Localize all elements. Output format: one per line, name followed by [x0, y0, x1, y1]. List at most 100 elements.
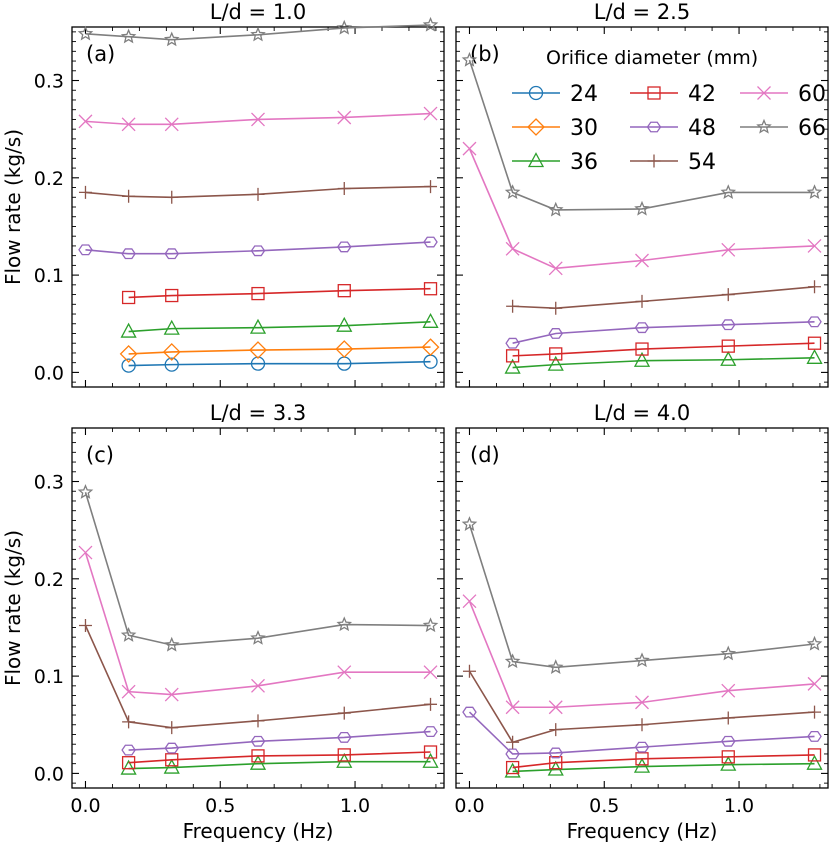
series-54mm: [506, 280, 822, 315]
data-point: [165, 190, 179, 204]
series-60mm: [78, 106, 438, 132]
series-line: [512, 342, 815, 357]
series-line: [468, 59, 815, 211]
data-point: [504, 762, 521, 778]
data-point: [164, 742, 180, 754]
data-point: [163, 758, 180, 774]
panel-label: (a): [86, 42, 115, 66]
data-point: [163, 31, 180, 47]
x-axis-label: Frequency (Hz): [183, 819, 334, 842]
panel-title: L/d = 4.0: [594, 401, 690, 425]
data-point: [120, 322, 137, 338]
x-tick-label: 0.0: [454, 795, 484, 817]
series-line: [84, 491, 431, 646]
data-point: [119, 344, 138, 363]
data-point: [548, 328, 564, 339]
data-point: [335, 340, 354, 358]
data-point: [806, 348, 823, 364]
data-point: [462, 706, 477, 718]
data-point: [721, 683, 736, 698]
data-point: [807, 316, 822, 328]
y-tick-label: 0.3: [34, 472, 64, 494]
data-point: [635, 253, 649, 268]
series-48mm: [462, 706, 822, 760]
data-point: [251, 112, 265, 127]
series-66mm: [77, 484, 439, 652]
data-point: [634, 322, 650, 334]
series-line: [128, 360, 431, 367]
data-point: [165, 288, 179, 303]
series-line: [85, 185, 431, 199]
panel-a: 0.0 0.1 0.2 0.3 L/d = 1.0 (a) Flow rate (kg/s): [1, 0, 445, 388]
data-point: [506, 735, 520, 749]
data-point: [808, 280, 822, 294]
data-point: [807, 730, 822, 742]
data-point: [121, 358, 136, 373]
data-point: [164, 248, 180, 260]
series-line: [468, 600, 815, 709]
series-line: [512, 285, 815, 309]
data-point: [337, 182, 351, 196]
data-point: [337, 284, 351, 298]
data-point: [164, 687, 179, 702]
data-point: [250, 735, 266, 747]
series-66mm: [461, 51, 823, 217]
data-point: [250, 26, 266, 42]
series-36mm: [120, 312, 439, 338]
data-point: [78, 545, 93, 560]
series-line: [85, 112, 431, 126]
y-tick-label: 0.2: [34, 168, 64, 190]
series-48mm: [121, 726, 438, 756]
legend-marker: [647, 86, 661, 100]
data-point: [337, 665, 352, 680]
data-point: [807, 238, 822, 253]
data-point: [165, 721, 179, 735]
legend-entry-30: 30: [512, 116, 598, 141]
legend-label: 36: [570, 150, 598, 175]
data-point: [505, 748, 520, 760]
legend-label: 30: [570, 116, 598, 141]
y-tick-label: 0.1: [34, 666, 64, 688]
y-tick-label: 0.1: [34, 265, 64, 287]
data-point: [807, 336, 822, 350]
data-point: [504, 358, 521, 374]
data-point: [336, 19, 353, 35]
panel-label: (b): [470, 42, 500, 66]
data-point: [77, 25, 94, 41]
data-point: [162, 343, 181, 361]
series-line: [512, 321, 815, 344]
data-point: [421, 338, 440, 357]
data-point: [806, 635, 823, 651]
panel-d: 0.0 0.5 1.0 L/d = 4.0 (d) Frequency (Hz): [454, 401, 829, 842]
data-point: [505, 760, 520, 775]
panel-title: L/d = 1.0: [210, 0, 306, 24]
data-point: [122, 189, 136, 203]
data-point: [337, 706, 351, 720]
legend-label: 54: [688, 150, 716, 175]
y-axis-label: Flow rate (kg/s): [1, 530, 25, 686]
data-point: [720, 735, 736, 747]
data-point: [505, 349, 520, 363]
data-point: [121, 117, 136, 132]
series-line: [128, 346, 431, 355]
series-line: [512, 357, 815, 369]
data-point: [547, 201, 564, 217]
data-point: [721, 339, 735, 353]
legend-marker: [527, 118, 545, 136]
panel-title: L/d = 3.3: [210, 401, 306, 425]
data-point: [806, 754, 823, 770]
series-60mm: [462, 141, 822, 276]
data-point: [164, 357, 179, 372]
data-point: [635, 695, 649, 710]
data-point: [120, 627, 137, 642]
panel-c: 0.0 0.1 0.2 0.3 0.0 0.5 1.0 L/d = 3.3 (c) Flow ra…: [1, 401, 445, 842]
data-point: [462, 664, 476, 678]
series-line: [512, 754, 815, 769]
y-tick-label: 0.0: [34, 763, 64, 785]
data-point: [721, 288, 735, 302]
panel-b: L/d = 2.5 (b) Orifice diameter (mm) 24 30 36 4…: [455, 0, 829, 388]
data-point: [548, 261, 563, 276]
data-point: [336, 731, 352, 743]
data-point: [251, 678, 265, 693]
legend-marker: [528, 85, 544, 101]
